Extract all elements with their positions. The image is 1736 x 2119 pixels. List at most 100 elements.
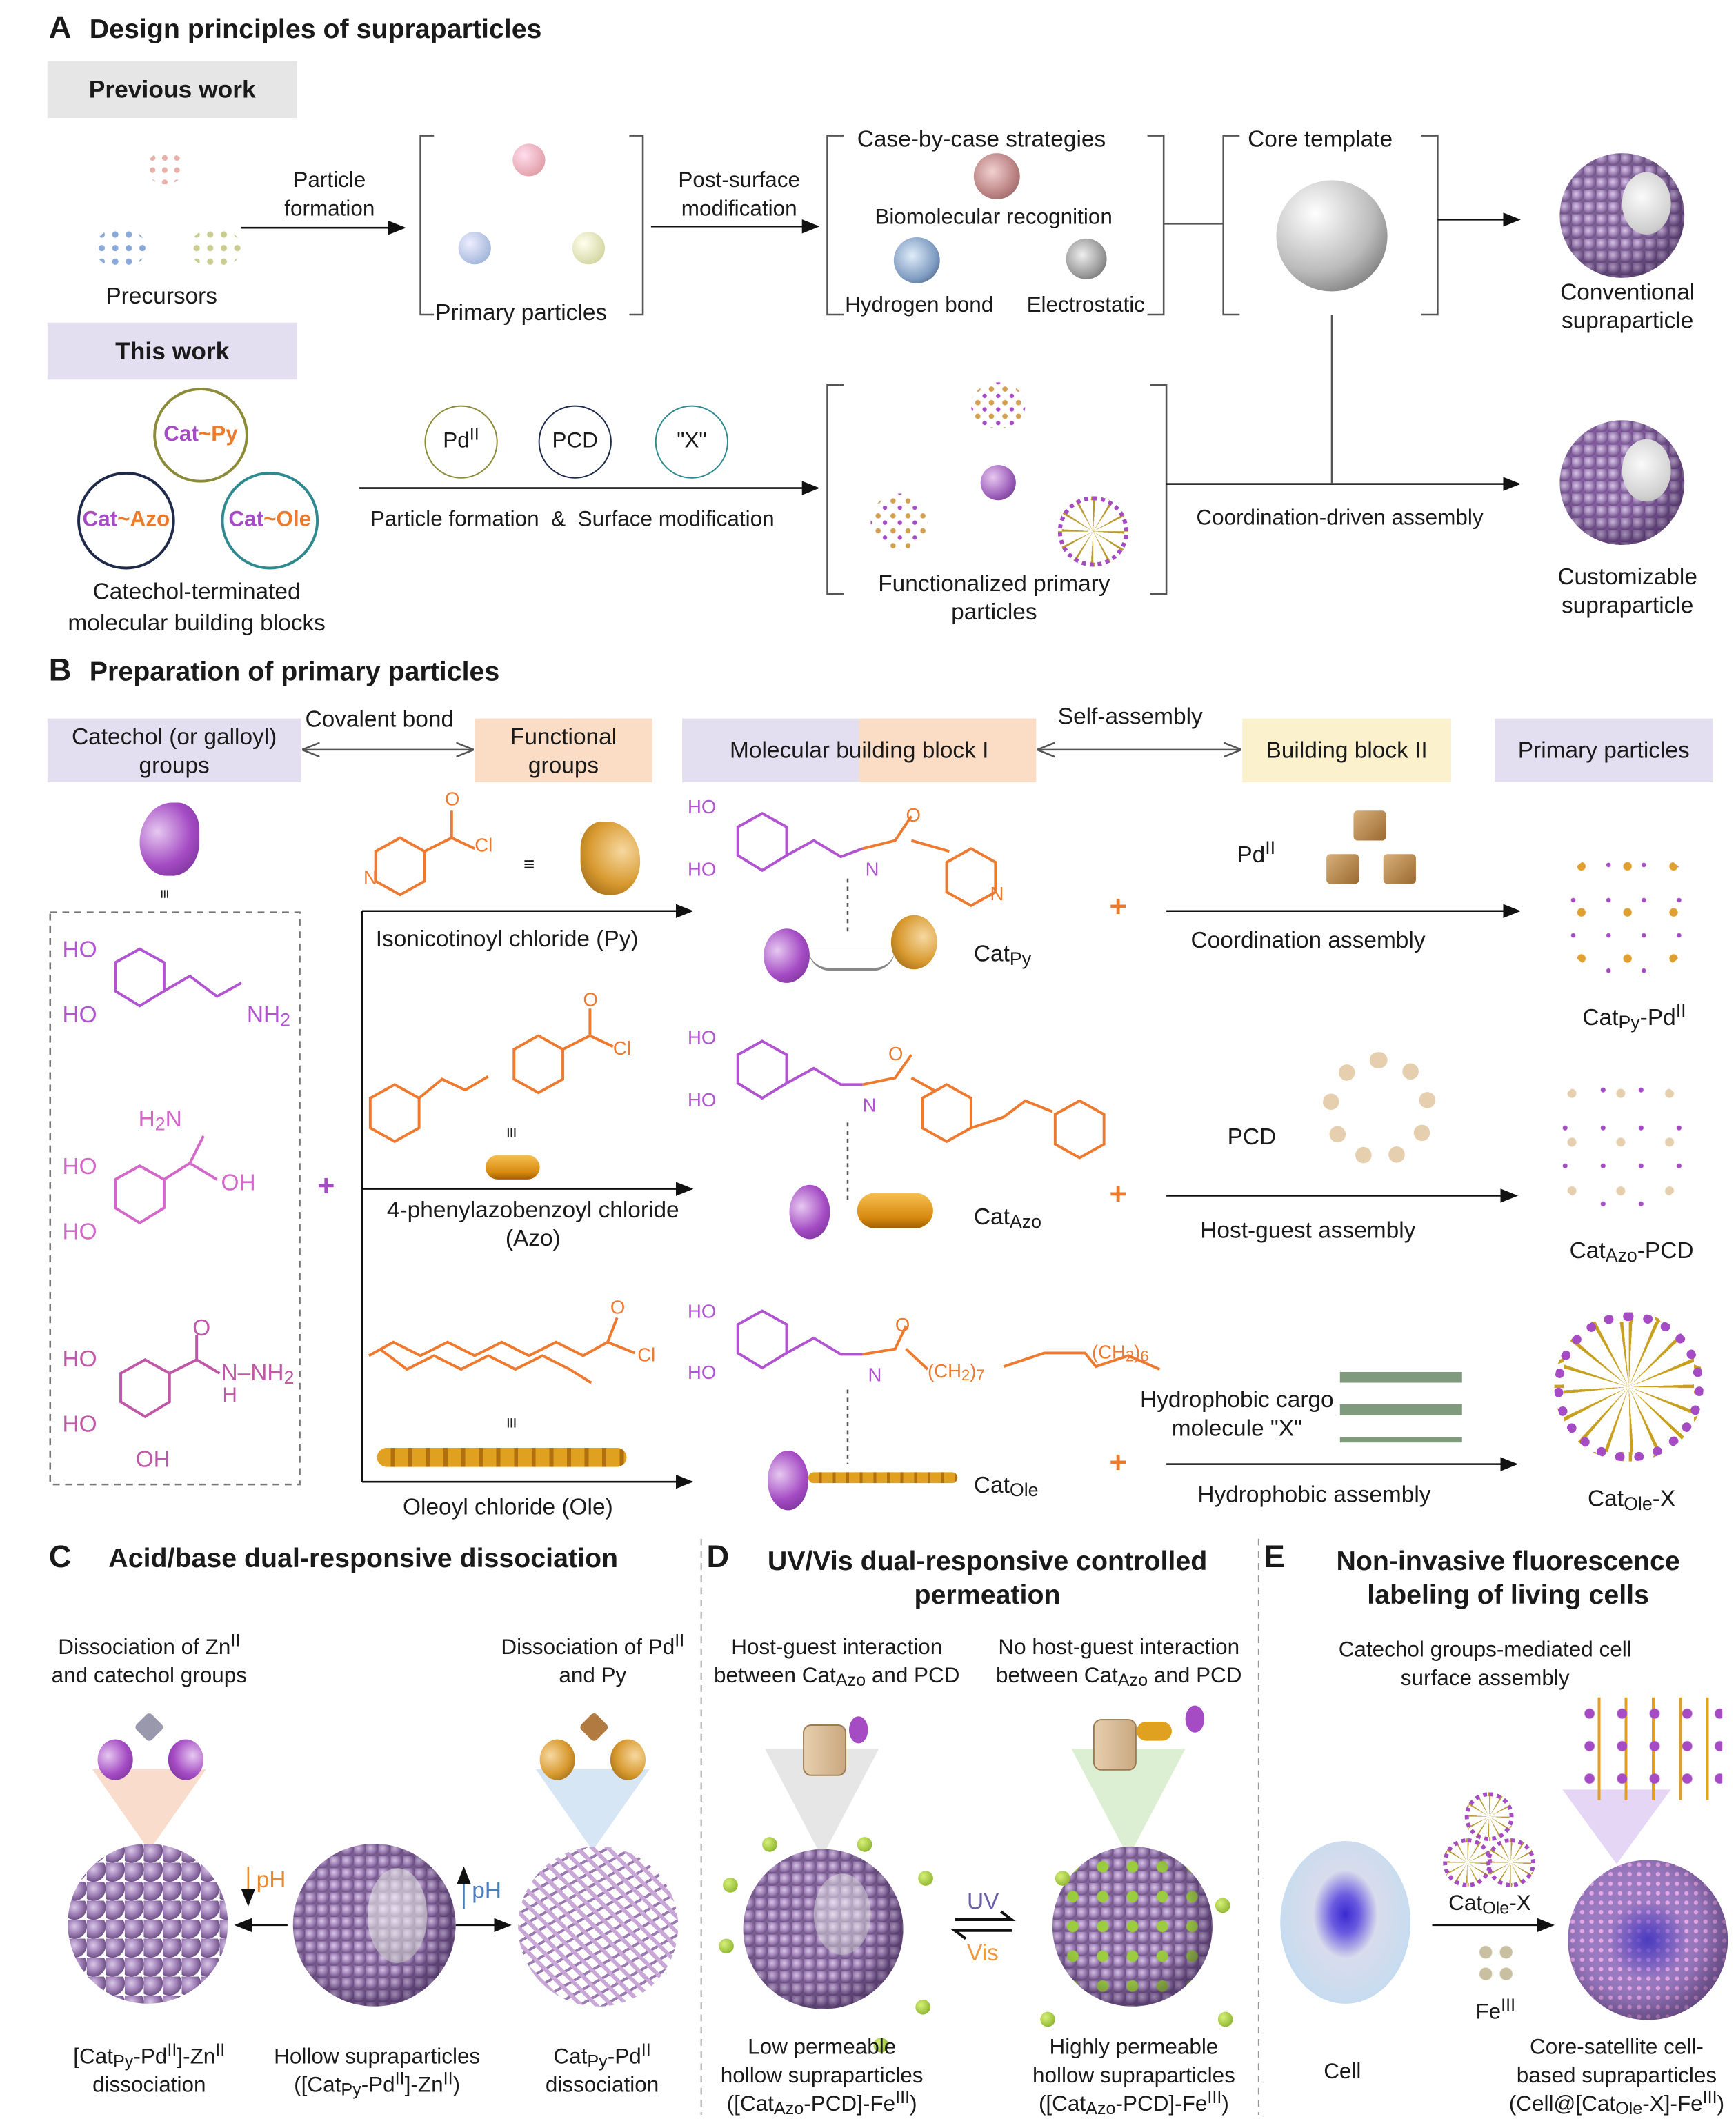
label-line: surface assembly [1400,1667,1570,1691]
chem-ho: HO [687,1026,717,1048]
label-line: Low permeable [748,2036,897,2060]
customizable-supraparticle-icon [1559,420,1685,546]
label-line: Particle [293,169,366,193]
chem-nh2: NH2 [246,1002,291,1031]
fe-ion-icon [1055,1871,1070,1886]
label-line: dissociation [545,2074,659,2098]
functionalized-label: Functionalized primary particles [874,569,1115,627]
fe-ion-icon [1040,2011,1055,2027]
panel-c-letter: C [48,1538,72,1574]
cat-py-pd-particle-icon [1555,847,1699,978]
catechol-hemisphere-icon [97,1739,133,1780]
panel-d-letter: D [706,1538,730,1574]
core-template-sphere [1276,180,1388,292]
conventional-supraparticle-icon [1559,153,1685,278]
cat-ole-x-particle-icon [1554,1312,1704,1462]
covalent-bond-label: Covalent bond [305,706,455,733]
pink-particle-icon [512,143,546,177]
azo-capsule-icon [1136,1722,1172,1741]
chem-ho: HO [62,1002,97,1028]
precursor-cluster-icon [94,228,147,269]
chem-cl: Cl [612,1037,631,1059]
linker-icon [808,949,895,971]
chem-ho: HO [687,1088,717,1111]
chem-ho: HO [62,937,97,963]
cat-ole-x-label: CatOle-X [1448,1892,1531,1918]
pcd-label: PCD [552,430,598,453]
cat-azo-block: Cat ~ Azo [77,471,175,570]
fe-ion-icon [873,2037,888,2053]
biomolecular-label: Biomolecular recognition [875,206,1113,230]
cat-ole-x-particle-icon [1486,1838,1535,1887]
label-line: Dissociation of PdII [501,1629,685,1660]
hollow-supraparticles-label: Hollow supraparticles ([CatPy-PdII]-ZnII) [274,2043,480,2100]
chem-o: O [444,787,460,810]
chem-ho: HO [687,795,717,818]
formation-modification-label: Particle formation & Surface modificatio… [370,508,775,532]
py-hemisphere-icon [610,1739,646,1780]
chem-ch2-6: (CH2)6 [1091,1340,1149,1366]
pcd-with-azo-icon [803,1724,847,1776]
chem-h: H [222,1384,237,1408]
chem-ho: HO [62,1218,97,1245]
catechol-header: Catechol (or galloyl) groups [47,718,301,783]
chem-oh: OH [221,1170,256,1196]
uv-vis-equilibrium-arrows [950,1910,1016,1940]
cell-label: Cell [1324,2060,1361,2084]
cargo-molecule-icon [1339,1361,1462,1443]
ole-text: Ole [276,508,312,532]
py-pd-unit-icon [970,382,1026,429]
vis-label: Vis [967,1940,999,1966]
label-line: Hydrophobic cargo [1140,1386,1334,1413]
cat-azo-label: CatAzo [973,1204,1042,1232]
catechol-hemisphere-icon [1185,1705,1205,1733]
dissociated-pd-particle-icon [518,1846,679,2007]
primary-particles-label: Primary particles [434,298,609,327]
label-line: ([CatAzo-PCD]-FeIII) [726,2087,917,2119]
zoom-cone [1562,1789,1671,1864]
post-surface-label: Post-surface modification [678,167,800,224]
cat-text: Cat [82,508,118,532]
uv-label: UV [967,1888,999,1915]
label-line: permeation [914,1580,1061,1611]
label-line: supraparticle [1561,308,1694,334]
panel-d-title: UV/Vis dual-responsive controlled permeat… [768,1546,1207,1613]
fe-ion-cluster-icon [1475,1941,1517,1985]
chem-oh: OH [135,1446,170,1473]
label-line: Customizable [1557,564,1697,590]
equiv-sign: ≡ [523,853,535,875]
zoom-cone [92,1769,206,1851]
azo-pcd-unit-icon [870,493,928,550]
label-line: between CatAzo and PCD [996,1664,1242,1690]
host-guest-assembly-label: Host-guest assembly [1200,1217,1416,1244]
pcd-reagent: PCD [538,405,612,479]
catechol-hemisphere-icon [764,928,810,983]
label-line: hollow supraparticles [720,2065,924,2088]
pd-cube-icon [1353,810,1386,841]
hydrophobic-cargo-label: Hydrophobic cargo molecule "X" [1140,1386,1334,1443]
fe-ion-icon [762,1837,777,1852]
plus-sign: + [1109,1445,1127,1480]
label-line: Functional [510,723,617,749]
functional-groups-header: Functional groups [475,718,652,783]
label-line: Conventional [1560,279,1695,306]
catechol-hemisphere-icon [139,802,200,876]
label-line: formation [284,197,375,221]
cat-ole-x-particle-icon [1464,1792,1514,1842]
panel-b-letter: B [48,652,72,688]
cat-ole-x-label: CatOle-X [1588,1486,1676,1514]
cell-surface-zoom-icon [1573,1697,1723,1801]
x-reagent: "X" [655,405,728,479]
chem-ch2-7: (CH2)7 [928,1360,985,1385]
label-line: Dissociation of ZnII [58,1629,241,1660]
zoom-cone [535,1769,650,1851]
chem-o: O [906,804,921,826]
label-line: ([CatAzo-PCD]-FeIII) [1038,2087,1229,2119]
equiv-sign: ≡ [501,1417,523,1429]
cat-azo-pcd-label: CatAzo-PCD [1569,1237,1694,1266]
label-line: Non-invasive fluorescence [1336,1546,1680,1577]
ph-up-label: pH [472,1878,502,1904]
bracket-core-template [1222,135,1439,316]
high-permeable-supraparticle-icon [1052,1846,1213,2007]
